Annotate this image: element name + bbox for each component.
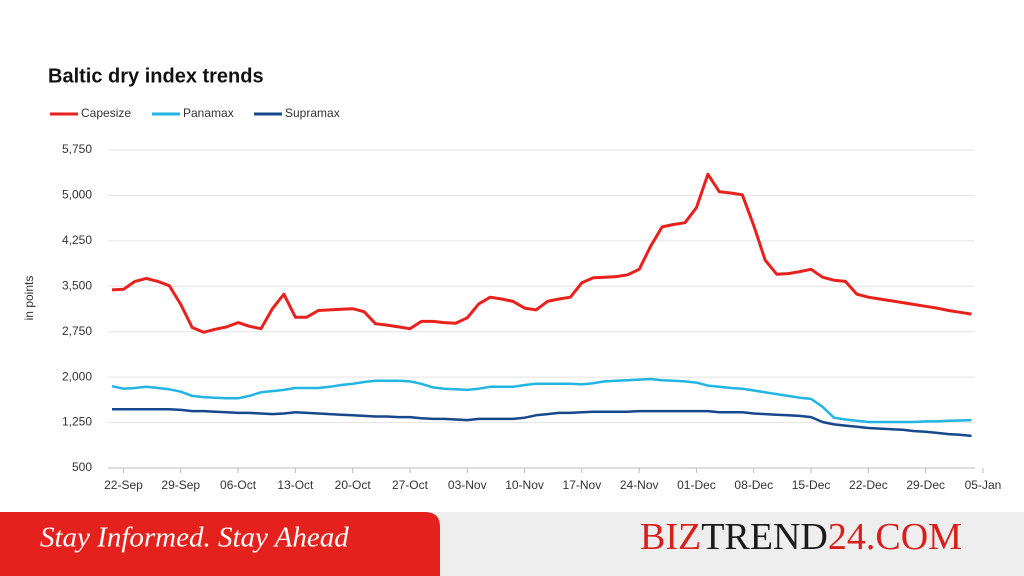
x-tick-label: 22-Sep bbox=[104, 478, 143, 492]
y-axis-title: in points bbox=[22, 276, 36, 321]
y-tick-label: 500 bbox=[72, 460, 92, 474]
x-tick-label: 13-Oct bbox=[277, 478, 314, 492]
chart-title: Baltic dry index trends bbox=[48, 65, 264, 87]
x-tick-label: 29-Sep bbox=[161, 478, 200, 492]
series-line bbox=[111, 377, 972, 424]
x-tick-label: 03-Nov bbox=[448, 478, 487, 492]
brand-part: TREND bbox=[701, 516, 828, 558]
y-tick-label: 4,250 bbox=[62, 233, 92, 247]
x-tick-label: 20-Oct bbox=[335, 478, 372, 492]
tagline: Stay Informed. Stay Ahead bbox=[40, 522, 349, 554]
legend-label: Supramax bbox=[285, 106, 340, 120]
brand-part: .COM bbox=[866, 516, 962, 558]
series-line bbox=[111, 172, 972, 334]
x-tick-label: 05-Jan bbox=[965, 478, 1002, 492]
tagline-band bbox=[0, 512, 440, 576]
x-tick-label: 15-Dec bbox=[792, 478, 831, 492]
x-tick-label: 17-Nov bbox=[563, 478, 602, 492]
legend-label: Capesize bbox=[81, 106, 131, 120]
series-line bbox=[112, 407, 972, 438]
y-tick-label: 5,750 bbox=[62, 142, 92, 156]
brand-part: 24 bbox=[828, 516, 866, 558]
x-tick-label: 10-Nov bbox=[505, 478, 544, 492]
y-tick-label: 5,000 bbox=[62, 188, 92, 202]
x-tick-label: 27-Oct bbox=[392, 478, 429, 492]
x-tick-label: 22-Dec bbox=[849, 478, 888, 492]
y-tick-label: 1,250 bbox=[62, 415, 92, 429]
y-tick-label: 2,000 bbox=[62, 369, 92, 383]
brand-part: BIZ bbox=[640, 516, 701, 558]
y-tick-label: 2,750 bbox=[62, 324, 92, 338]
legend-label: Panamax bbox=[183, 106, 234, 120]
x-tick-label: 08-Dec bbox=[734, 478, 773, 492]
x-tick-label: 01-Dec bbox=[677, 478, 716, 492]
brand: BIZTREND24.COM bbox=[640, 516, 962, 558]
x-tick-label: 06-Oct bbox=[220, 478, 257, 492]
x-tick-label: 24-Nov bbox=[620, 478, 659, 492]
x-tick-label: 29-Dec bbox=[906, 478, 945, 492]
y-tick-label: 3,500 bbox=[62, 278, 92, 292]
